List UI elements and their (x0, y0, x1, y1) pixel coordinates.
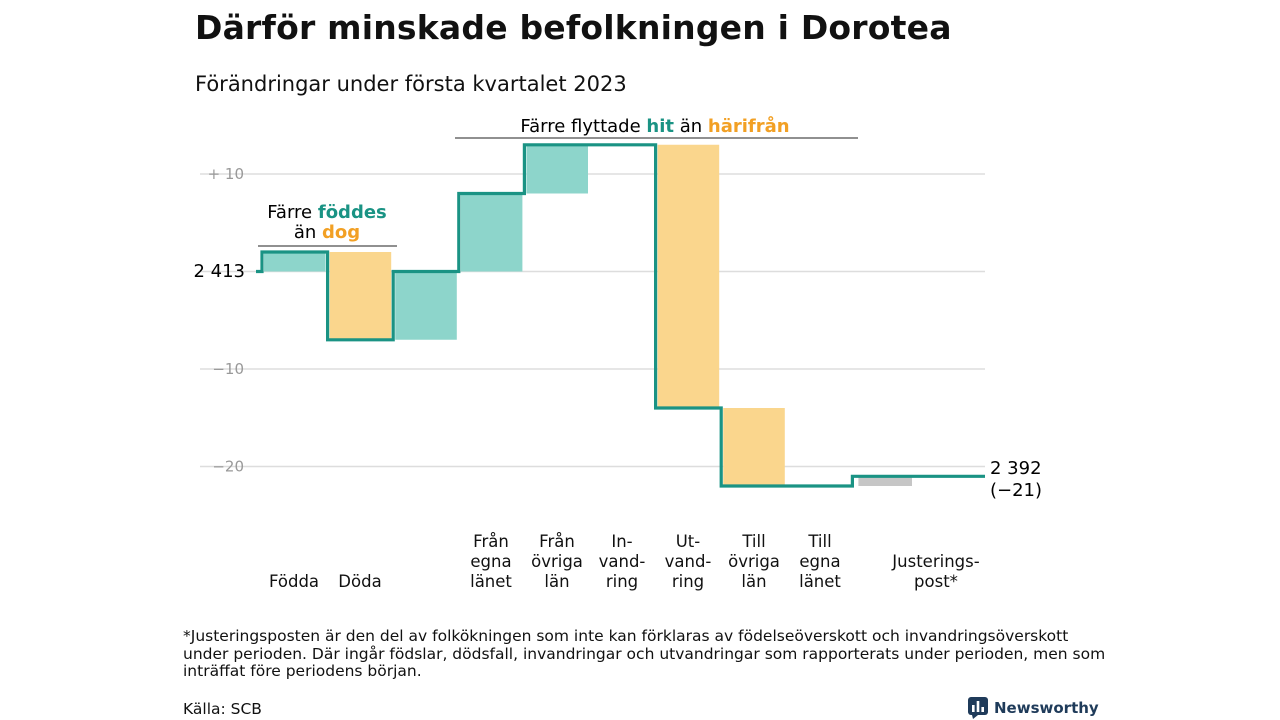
y-tick-label-0: + 10 (208, 165, 244, 183)
migration-annotation-pre: Färre flyttade (520, 116, 646, 137)
bar-2 (395, 271, 457, 340)
category-label-till-egna-lanet: Till egna länet (799, 532, 841, 591)
brand-logo: Newsworthy (968, 697, 1099, 719)
category-label-invandring: In-vand-ring (598, 532, 646, 591)
bar-1 (329, 252, 392, 340)
migration-annotation-mid: än (674, 116, 708, 137)
end-value-label: 2 392 (990, 458, 1042, 479)
migration-annotation: Färre flyttade hit än härifrån (520, 115, 789, 137)
newsworthy-logo-icon (968, 697, 988, 719)
bar-6 (657, 144, 720, 408)
grid (200, 173, 985, 468)
y-axis-ticks: + 10 −10 −20 (208, 165, 244, 476)
step-line (256, 143, 985, 488)
category-label-fodda: Födda (268, 572, 320, 591)
chart-title: Därför minskade befolkningen i Dorotea (195, 8, 952, 47)
migration-annotation-hit: hit (646, 116, 674, 137)
category-label-fran-egna-lanet: Från egna länet (470, 532, 512, 591)
source-label: Källa: SCB (183, 700, 262, 718)
births-annotation: Färre föddes (267, 202, 387, 223)
category-label-till-ovriga-lan: Till övriga län (728, 532, 780, 591)
step-line-group (256, 143, 985, 488)
start-value-label: 2 413 (193, 261, 245, 282)
footnote: *Justeringsposten är den del av folkökni… (183, 627, 1106, 680)
bar-9 (858, 476, 912, 486)
bar-7 (723, 408, 785, 486)
births-annotation-highlight-1: föddes (318, 202, 387, 223)
end-change-label: (−21) (990, 480, 1042, 501)
bars (264, 144, 912, 486)
births-annotation-2: än dog (294, 222, 360, 243)
brand-name: Newsworthy (994, 699, 1099, 717)
bar-3 (460, 193, 523, 272)
migration-annotation-harifran: härifrån (708, 115, 790, 137)
births-annotation-line2: än (294, 222, 322, 243)
y-tick-label-3: −20 (212, 458, 244, 476)
y-tick-label-2: −10 (212, 360, 244, 378)
category-label-doda: Döda (338, 572, 382, 591)
births-annotation-line1: Färre (267, 202, 318, 223)
chart-subtitle: Förändringar under första kvartalet 2023 (195, 72, 627, 96)
category-label-justeringspost: Justerings-post* (892, 552, 980, 591)
bar-4 (526, 144, 588, 194)
births-annotation-highlight-2: dog (322, 222, 360, 243)
bar-0 (264, 252, 326, 272)
category-label-fran-ovriga-lan: Från övriga län (531, 532, 583, 591)
category-label-utvandring: Ut-vand-ring (664, 532, 712, 591)
